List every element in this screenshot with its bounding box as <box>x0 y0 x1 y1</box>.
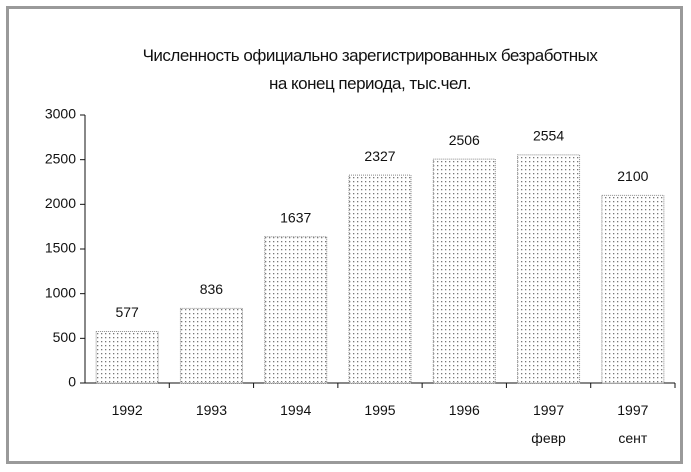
y-tick-label: 0 <box>68 374 76 390</box>
bar <box>432 158 496 384</box>
bar <box>95 330 159 384</box>
bar <box>517 154 581 384</box>
bar <box>601 194 665 384</box>
y-tick-label: 2500 <box>45 150 76 166</box>
y-tick-label: 1000 <box>45 284 76 300</box>
value-label: 2506 <box>449 132 480 148</box>
x-tick-label: 1993 <box>195 402 227 418</box>
value-label: 2100 <box>617 168 648 184</box>
bar <box>264 236 328 384</box>
x-tick-label: 1994 <box>280 402 312 418</box>
value-label: 836 <box>200 281 224 297</box>
x-tick-label: 1995 <box>364 402 396 418</box>
bar <box>179 307 243 384</box>
x-tick-label: 1992 <box>111 402 143 418</box>
value-label: 577 <box>115 304 139 320</box>
y-tick-label: 3000 <box>45 106 76 122</box>
value-label: 2554 <box>533 128 564 144</box>
chart-title: Численность официально зарегистрированны… <box>142 46 598 93</box>
y-tick-label: 2000 <box>45 195 76 211</box>
x-tick-label: 1997 февр <box>531 402 566 446</box>
y-tick-label: 500 <box>53 329 77 345</box>
bar <box>348 174 412 384</box>
y-tick-label: 1500 <box>45 240 76 256</box>
x-tick-label: 1996 <box>448 402 480 418</box>
value-label: 1637 <box>280 209 311 225</box>
x-tick-label: 1997 сент <box>617 402 649 446</box>
frame <box>6 6 683 464</box>
value-label: 2327 <box>364 148 395 164</box>
